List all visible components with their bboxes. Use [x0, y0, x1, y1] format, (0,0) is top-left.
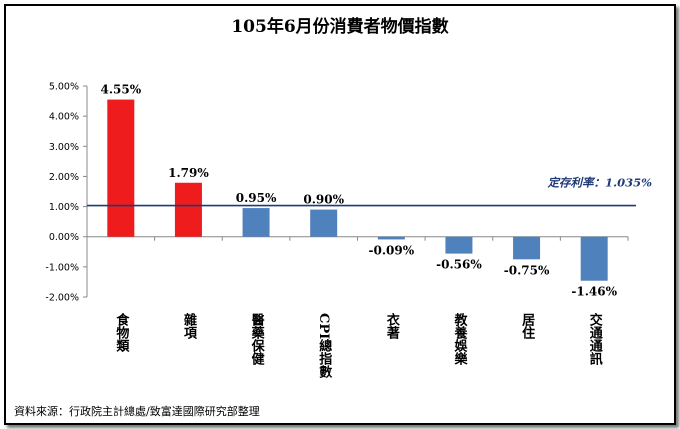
data-label: 0.95%: [236, 191, 277, 205]
y-tick-label: -1.00%: [45, 262, 79, 273]
data-label: -0.09%: [369, 243, 415, 257]
y-tick-label: 1.00%: [49, 202, 79, 213]
x-tick-label: 雜項: [181, 312, 197, 340]
bar: [242, 208, 270, 237]
x-tick-label: 交通通訊: [587, 312, 603, 366]
bar: [377, 236, 405, 240]
data-label: -0.56%: [436, 258, 482, 272]
data-label: 1.79%: [168, 166, 209, 180]
bar: [580, 236, 608, 281]
y-tick-label: -2.00%: [45, 293, 79, 304]
x-tick-label: 教養娛樂: [451, 312, 468, 366]
y-tick-label: 5.00%: [49, 82, 79, 93]
x-tick-label: 衣著: [384, 312, 401, 340]
chart-title: 105年6月份消費者物價指數: [231, 17, 449, 37]
x-tick-label: 醫藥保健: [249, 313, 266, 366]
reference-line-label: 定存利率：1.035%: [547, 176, 653, 190]
y-tick-label: 2.00%: [49, 172, 79, 183]
x-tick-label: 居住: [519, 313, 535, 340]
bar: [513, 236, 541, 260]
y-tick-label: 3.00%: [49, 142, 79, 153]
y-tick-label: 0.00%: [49, 232, 79, 243]
x-tick-label: 食物類: [113, 312, 130, 353]
x-tick-label: CPI總指數: [316, 313, 332, 380]
bar: [107, 99, 135, 237]
y-tick-label: 4.00%: [49, 112, 79, 123]
bar: [445, 236, 473, 254]
source-note: 資料來源：行政院主計總處/致富達國際研究部整理: [14, 405, 260, 418]
data-label: 4.55%: [100, 83, 141, 97]
bar: [310, 209, 338, 237]
data-label: 0.90%: [303, 193, 344, 207]
data-label: -1.46%: [571, 285, 617, 299]
bar: [174, 182, 202, 237]
data-label: -0.75%: [504, 263, 550, 277]
